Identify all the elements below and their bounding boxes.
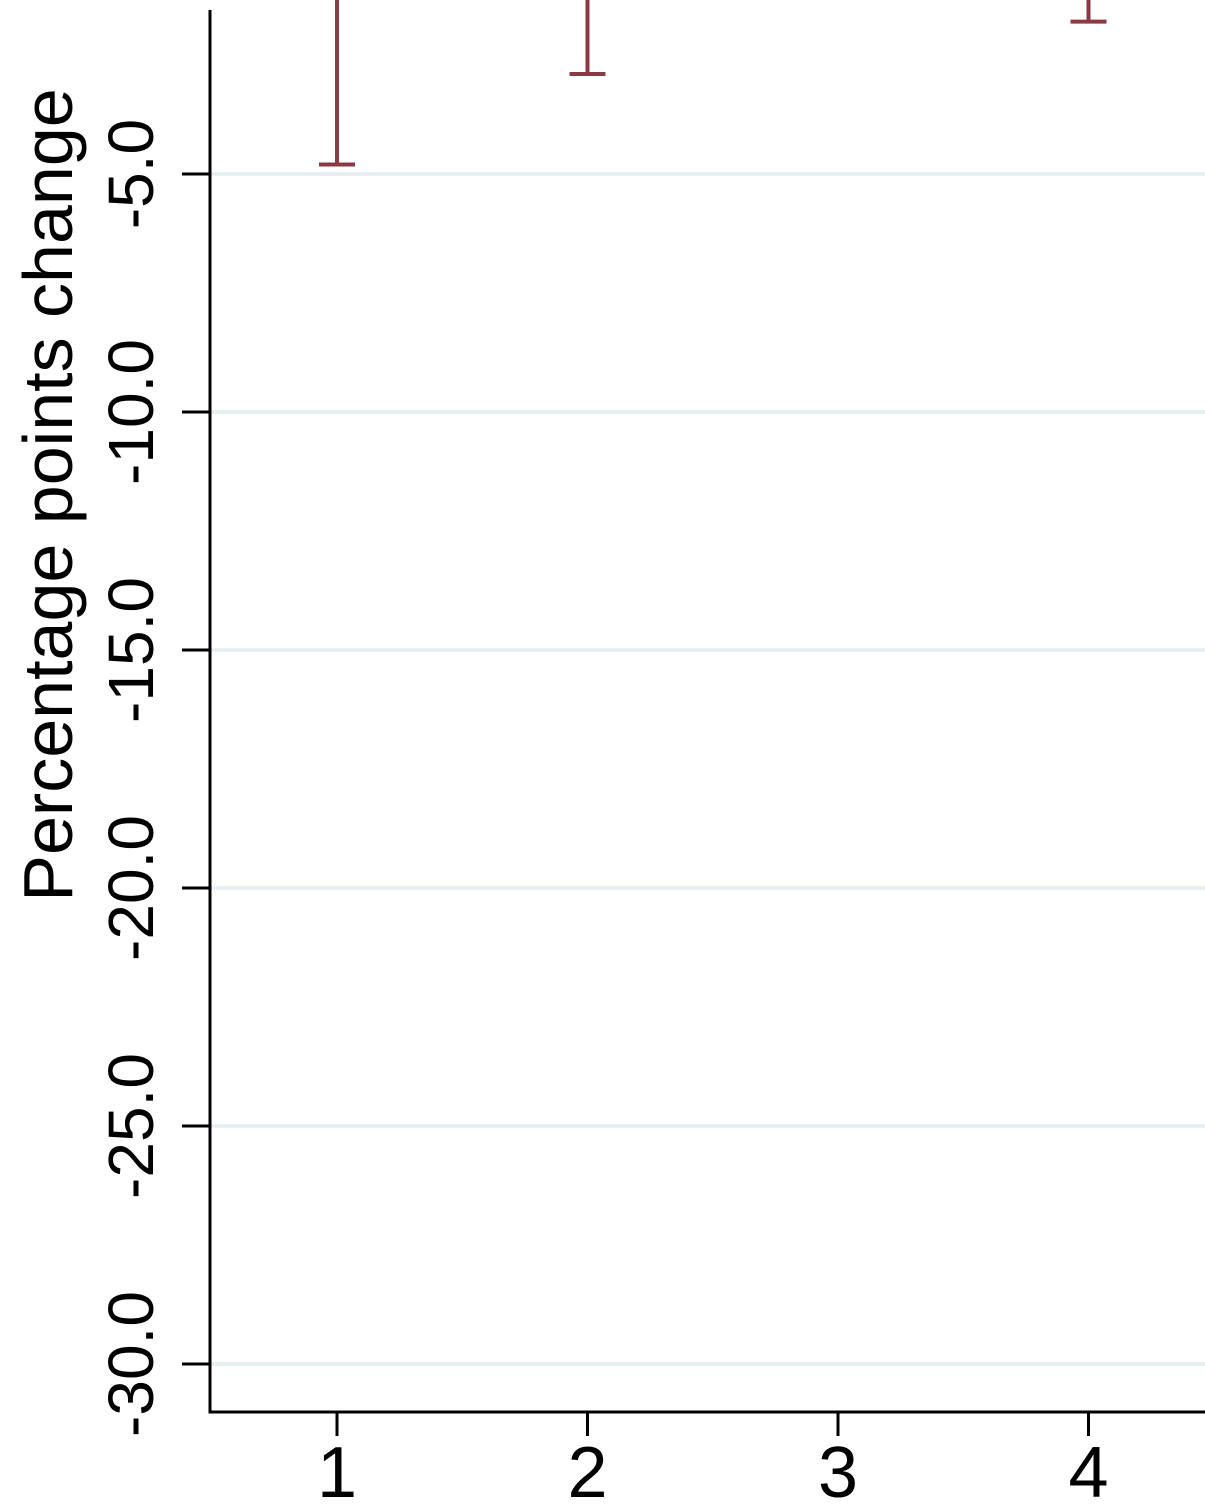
y-tick-label: -10.0 xyxy=(95,339,167,485)
error-bar xyxy=(319,0,355,167)
y-ticks: -5.0 -10.0 -15.0 -20.0 -25.0 -30.0 xyxy=(95,119,210,1437)
y-tick-label: -25.0 xyxy=(95,1053,167,1199)
x-tick-label: 3 xyxy=(818,1433,858,1506)
y-tick-label: -20.0 xyxy=(95,815,167,961)
x-tick-label: 2 xyxy=(567,1433,607,1506)
y-axis-title: Percentage points change xyxy=(9,88,87,901)
error-bar xyxy=(1070,0,1107,24)
error-bars xyxy=(319,0,1107,167)
error-bar xyxy=(569,0,606,77)
x-ticks: 1 2 3 4 xyxy=(317,1412,1109,1506)
x-tick-label: 4 xyxy=(1068,1433,1108,1506)
y-tick-label: -5.0 xyxy=(95,119,167,229)
y-tick-label: -30.0 xyxy=(95,1291,167,1437)
grid-lines xyxy=(210,172,1205,1366)
x-tick-label: 1 xyxy=(317,1433,357,1506)
y-tick-label: -15.0 xyxy=(95,577,167,723)
